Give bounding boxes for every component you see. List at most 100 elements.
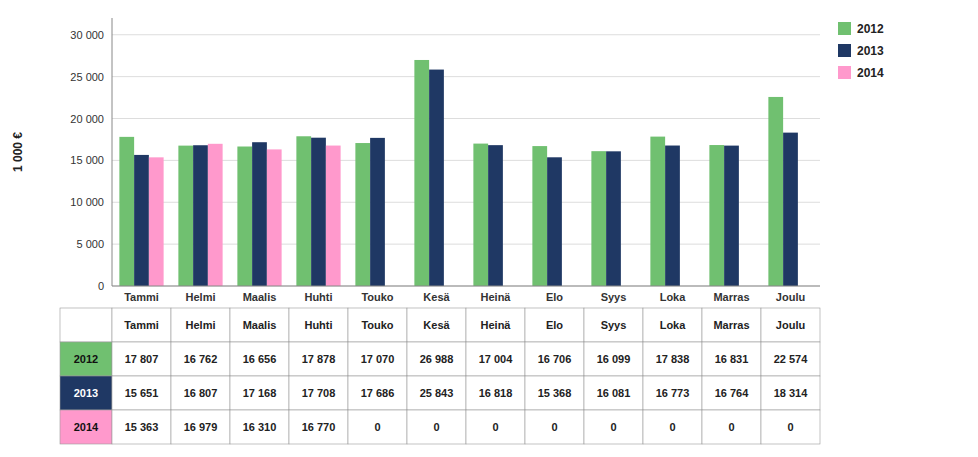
x-tick-label: Tammi	[124, 291, 159, 303]
table-cell	[348, 308, 407, 342]
bar	[606, 151, 621, 286]
y-tick-label: 30 000	[70, 29, 104, 41]
table-cell	[289, 410, 348, 444]
table-value: 16 099	[597, 353, 631, 365]
table-cell	[171, 308, 230, 342]
bar	[414, 60, 429, 286]
table-value: 15 363	[125, 421, 159, 433]
table-cell	[466, 308, 525, 342]
table-header: Elo	[546, 319, 563, 331]
table-cell	[702, 342, 761, 376]
bar	[193, 145, 208, 286]
table-value: 16 807	[184, 387, 218, 399]
table-value: 16 656	[243, 353, 277, 365]
grid	[112, 35, 820, 286]
grid-line	[112, 286, 820, 287]
table-value: 0	[433, 421, 439, 433]
table-cell	[60, 308, 112, 342]
table-cell	[761, 410, 820, 444]
bar	[237, 147, 252, 286]
bar	[267, 149, 282, 286]
table-value: 17 807	[125, 353, 159, 365]
table-value: 17 168	[243, 387, 277, 399]
table-header: Heinä	[481, 319, 512, 331]
table-row-label: 2012	[74, 353, 98, 365]
table-cell	[584, 308, 643, 342]
grid-line	[112, 118, 820, 119]
bar	[311, 138, 326, 286]
grid-line	[112, 34, 820, 35]
bar	[178, 146, 193, 286]
table-cell	[407, 342, 466, 376]
bar	[473, 144, 488, 286]
table-cell	[761, 342, 820, 376]
series-bars	[134, 70, 798, 286]
table-cell	[584, 410, 643, 444]
table-cell	[60, 376, 112, 410]
bar	[547, 157, 562, 286]
bar	[429, 70, 444, 286]
table-value: 16 706	[538, 353, 572, 365]
y-tick-label: 0	[98, 280, 104, 292]
table-cell	[289, 308, 348, 342]
table-cell	[171, 376, 230, 410]
table-value: 0	[610, 421, 616, 433]
x-tick-labels: TammiHelmiMaalisHuhtiToukoKesäHeinäEloSy…	[124, 291, 805, 303]
table-cell	[112, 376, 171, 410]
bar	[783, 133, 798, 286]
x-tick-label: Joulu	[776, 291, 805, 303]
table-value: 0	[669, 421, 675, 433]
table-cell	[466, 410, 525, 444]
table-value: 17 878	[302, 353, 336, 365]
bar	[355, 143, 370, 286]
y-tick-labels: 05 00010 00015 00020 00025 00030 000	[70, 29, 104, 292]
bar	[665, 146, 680, 286]
table-value: 16 081	[597, 387, 631, 399]
table-cell	[60, 410, 112, 444]
table-cell	[171, 410, 230, 444]
table-cell	[230, 308, 289, 342]
x-tick-label: Heinä	[481, 291, 512, 303]
table-value: 16 764	[715, 387, 750, 399]
table-header: Maalis	[243, 319, 277, 331]
table-cell	[230, 410, 289, 444]
bar	[532, 146, 547, 286]
table-value: 18 314	[774, 387, 809, 399]
bar	[326, 146, 341, 286]
chart-svg: 05 00010 00015 00020 00025 00030 0001 00…	[0, 0, 978, 457]
x-tick-label: Kesä	[423, 291, 450, 303]
table-cell	[289, 376, 348, 410]
table-header: Kesä	[423, 319, 450, 331]
x-axis-line	[112, 286, 820, 287]
table-cell	[643, 376, 702, 410]
table-value: 17 686	[361, 387, 395, 399]
table-cell	[112, 410, 171, 444]
table-value: 17 004	[479, 353, 514, 365]
table-value: 25 843	[420, 387, 454, 399]
table-cell	[230, 342, 289, 376]
table-value: 16 818	[479, 387, 513, 399]
x-tick-label: Helmi	[186, 291, 216, 303]
series-bars	[119, 60, 783, 286]
table-cell	[702, 308, 761, 342]
table-value: 16 310	[243, 421, 277, 433]
table-value: 0	[728, 421, 734, 433]
y-axis-label: 1 000 €	[11, 132, 25, 172]
table-cell	[348, 342, 407, 376]
table-header: Joulu	[776, 319, 805, 331]
table-value: 0	[492, 421, 498, 433]
bar	[119, 137, 134, 286]
table-value: 16 770	[302, 421, 336, 433]
bar	[709, 145, 724, 286]
table-cell	[466, 342, 525, 376]
legend-swatch	[838, 44, 851, 57]
bar	[208, 144, 223, 286]
table-header: Touko	[361, 319, 393, 331]
legend-label: 2013	[857, 44, 884, 58]
bars	[119, 60, 798, 286]
y-axis-line	[112, 18, 113, 286]
bar	[768, 97, 783, 286]
table-value: 26 988	[420, 353, 454, 365]
y-tick-label: 15 000	[70, 154, 104, 166]
table-header: Syys	[601, 319, 627, 331]
